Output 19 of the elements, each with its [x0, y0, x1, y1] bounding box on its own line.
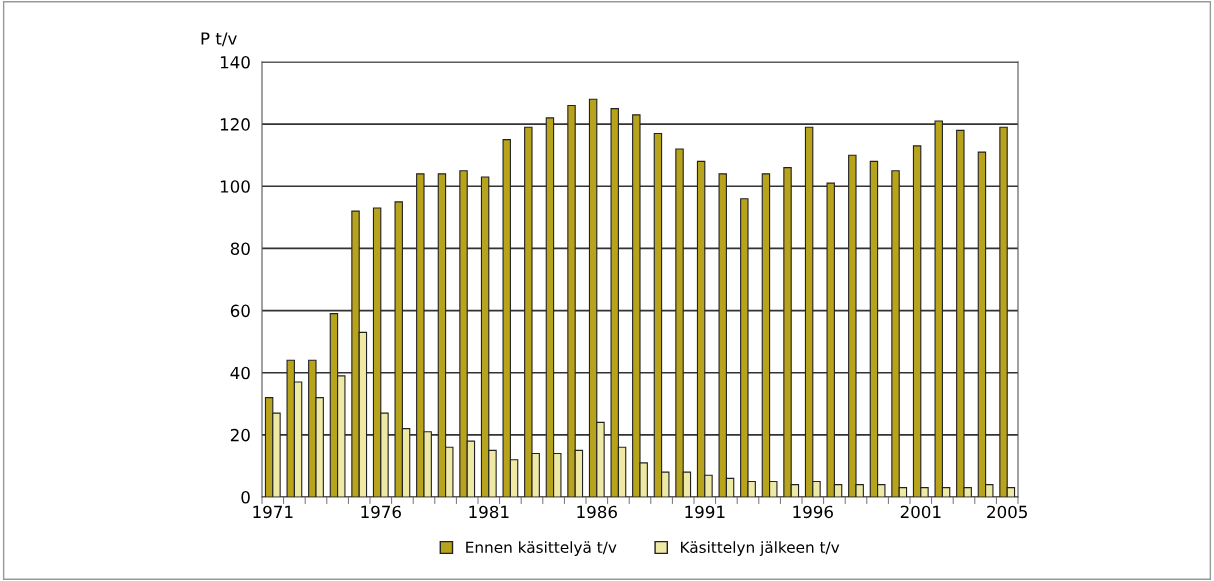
y-tick-label: 100	[220, 180, 250, 193]
y-tick-label: 40	[230, 366, 250, 380]
x-tick-label: 1971	[253, 505, 293, 519]
x-tick-label: 1996	[793, 505, 833, 519]
y-tick-label: 80	[230, 242, 250, 255]
x-tick-label: 1986	[577, 505, 617, 519]
x-tick-label: 2005	[987, 505, 1027, 519]
y-tick-label: 140	[220, 55, 250, 69]
y-tick-label: 0	[241, 490, 250, 504]
y-axis-title: P t/v	[201, 32, 237, 47]
y-tick-label: 20	[230, 428, 250, 442]
y-tick-label: 60	[230, 304, 250, 318]
y-tick-label: 120	[220, 118, 250, 131]
legend-label: Käsittelyn jälkeen t/v	[681, 541, 840, 556]
x-tick-label: 1991	[685, 505, 725, 519]
x-tick-label: 1981	[469, 505, 509, 519]
legend-label: Ennen käsittelyä t/v	[466, 541, 617, 556]
x-tick-label: 2001	[900, 505, 941, 519]
x-tick-label: 1976	[361, 505, 401, 519]
